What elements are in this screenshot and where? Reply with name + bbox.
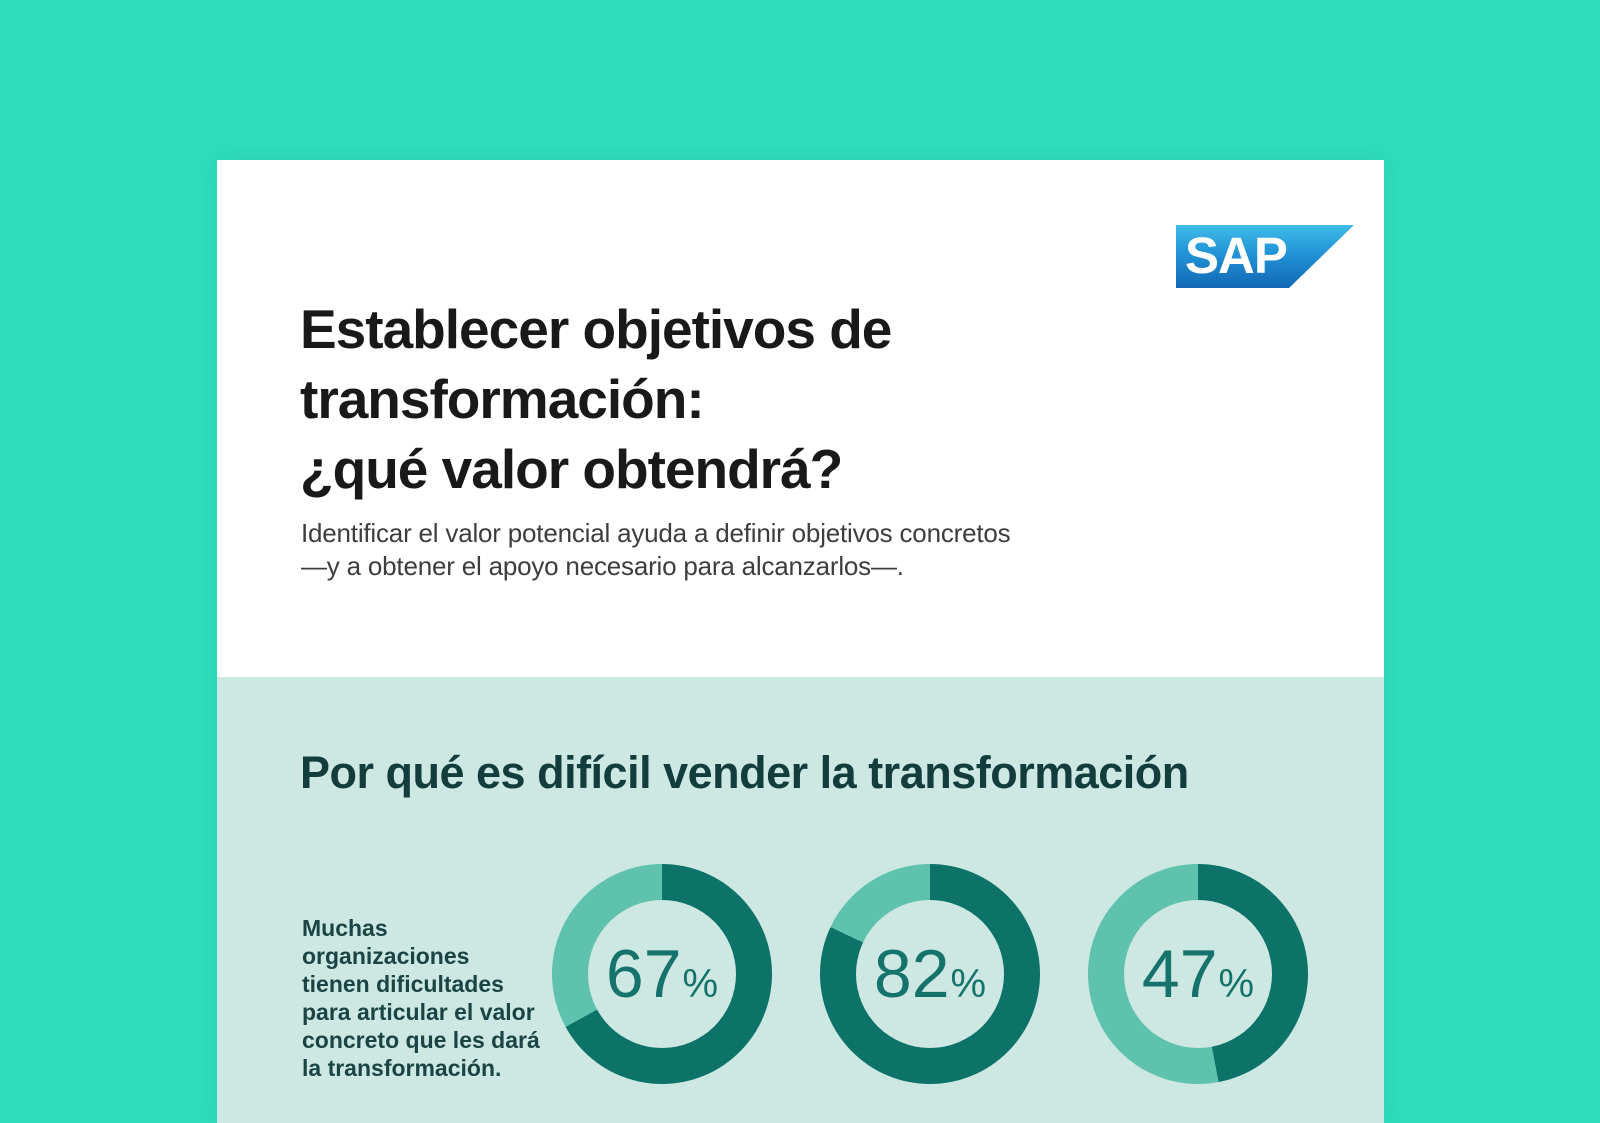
donut-charts: 67% 82% 47% [552, 864, 1308, 1084]
percent-sign: % [1218, 962, 1255, 1006]
donut-hole: 47% [1124, 900, 1272, 1048]
page-title: Establecer objetivos de transformación: … [300, 298, 892, 500]
donut-label: 47% [1142, 940, 1254, 1008]
donut-value: 47 [1141, 936, 1218, 1012]
sap-logo: SAP [1176, 225, 1354, 288]
section-note: Muchas organizaciones tienen dificultade… [302, 915, 540, 1081]
sap-logo-text: SAP [1185, 227, 1288, 284]
donut-value: 67 [605, 936, 682, 1012]
donut-label: 67% [606, 940, 718, 1008]
donut-hole: 67% [588, 900, 736, 1048]
section-heading: Por qué es difícil vender la transformac… [300, 747, 1189, 798]
page-subtitle: Identificar el valor potencial ayuda a d… [301, 518, 1011, 581]
infographic-card: SAP Establecer objetivos de transformaci… [217, 160, 1384, 1123]
donut-chart-82: 82% [820, 864, 1040, 1084]
donut-label: 82% [874, 940, 986, 1008]
percent-sign: % [682, 962, 719, 1006]
donut-chart-67: 67% [552, 864, 772, 1084]
donut-value: 82 [873, 936, 950, 1012]
percent-sign: % [950, 962, 987, 1006]
donut-chart-47: 47% [1088, 864, 1308, 1084]
why-hard-section: Por qué es difícil vender la transformac… [217, 677, 1384, 1123]
donut-hole: 82% [856, 900, 1004, 1048]
